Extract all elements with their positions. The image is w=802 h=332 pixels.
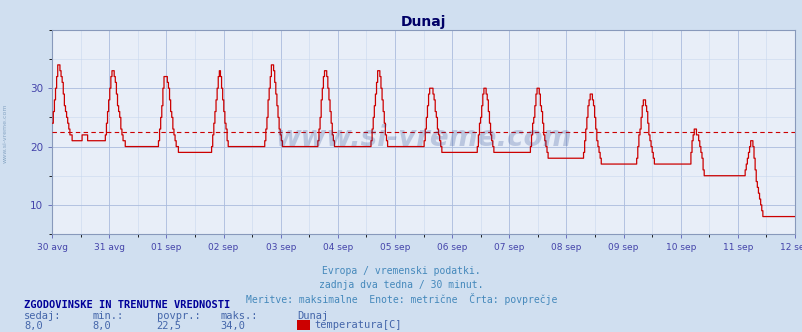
Text: www.si-vreme.com: www.si-vreme.com [275,124,571,152]
Text: Meritve: maksimalne  Enote: metrične  Črta: povprečje: Meritve: maksimalne Enote: metrične Črta… [245,293,557,305]
Text: zadnja dva tedna / 30 minut.: zadnja dva tedna / 30 minut. [319,280,483,290]
Text: 8,0: 8,0 [24,321,43,331]
Text: Dunaj: Dunaj [297,311,328,321]
Text: Evropa / vremenski podatki.: Evropa / vremenski podatki. [322,266,480,276]
Text: www.si-vreme.com: www.si-vreme.com [3,103,8,163]
Text: 22,5: 22,5 [156,321,181,331]
Text: 8,0: 8,0 [92,321,111,331]
Text: povpr.:: povpr.: [156,311,200,321]
Title: Dunaj: Dunaj [400,15,446,29]
Text: sedaj:: sedaj: [24,311,62,321]
Text: temperatura[C]: temperatura[C] [314,320,402,330]
Text: ZGODOVINSKE IN TRENUTNE VREDNOSTI: ZGODOVINSKE IN TRENUTNE VREDNOSTI [24,300,230,310]
Text: min.:: min.: [92,311,124,321]
Text: maks.:: maks.: [221,311,258,321]
Text: 34,0: 34,0 [221,321,245,331]
